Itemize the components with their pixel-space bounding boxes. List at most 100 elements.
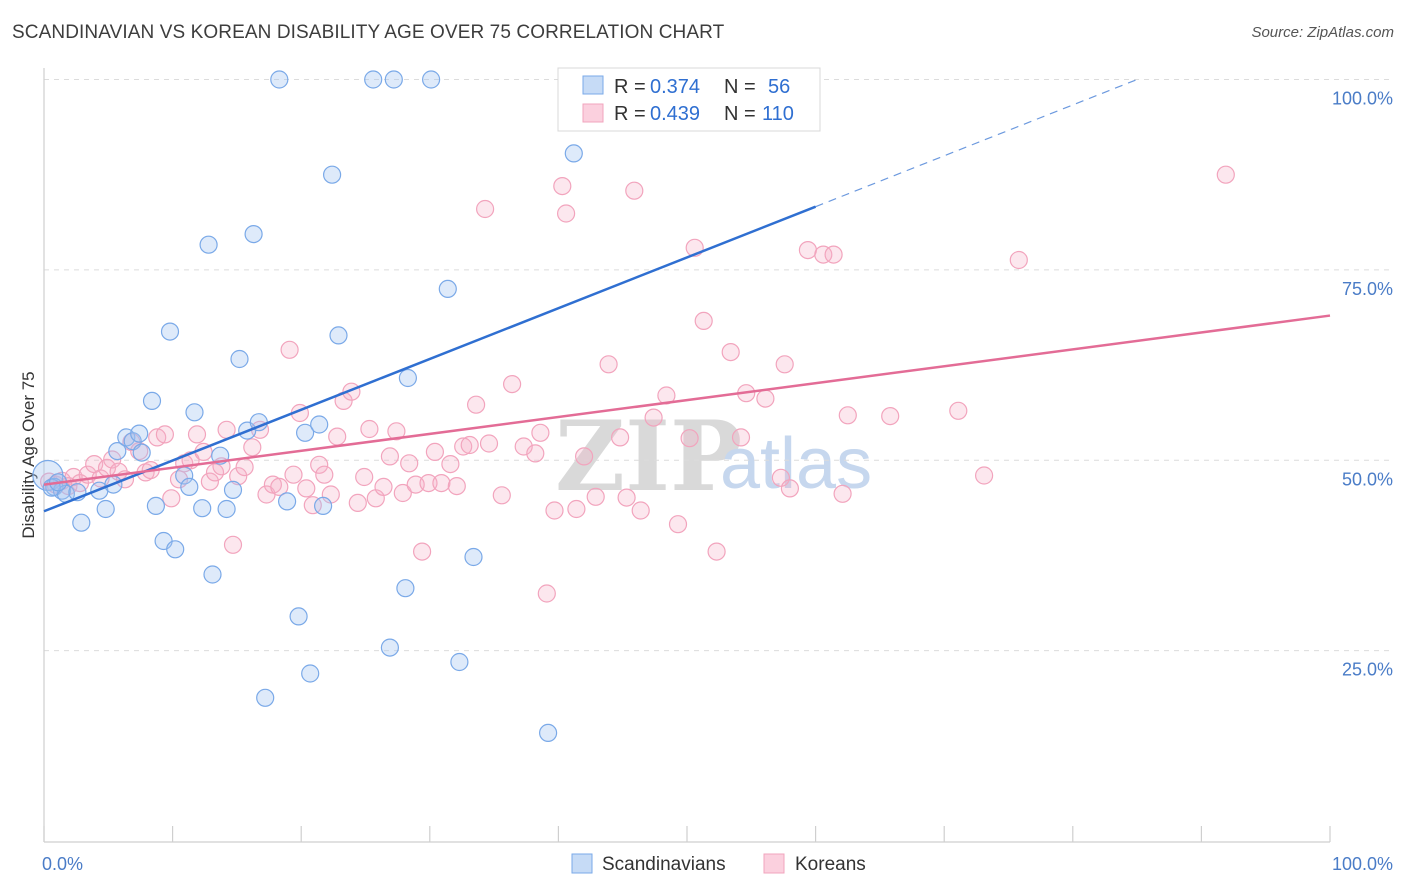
scandinavian-point bbox=[398, 368, 417, 388]
legend-n-value-1: 56 bbox=[768, 76, 790, 98]
scandinavian-point bbox=[564, 144, 583, 163]
bottom-legend-label-scandinavians: Scandinavians bbox=[602, 854, 726, 875]
korean-point bbox=[526, 444, 545, 463]
korean-point bbox=[824, 245, 843, 264]
korean-point bbox=[553, 177, 572, 196]
korean-point bbox=[537, 584, 556, 603]
korean-point bbox=[425, 442, 444, 461]
watermark-atlas: atlas bbox=[720, 424, 872, 504]
trendline-koreans bbox=[43, 314, 1331, 486]
scandinavian-point bbox=[450, 652, 469, 672]
korean-point bbox=[881, 407, 900, 426]
scandinavian-point bbox=[180, 477, 199, 496]
korean-point bbox=[419, 474, 438, 493]
legend-n-label-2: N = bbox=[724, 103, 756, 125]
korean-point bbox=[833, 484, 852, 503]
korean-point bbox=[355, 467, 374, 487]
scandinavian-point bbox=[380, 638, 399, 657]
korean-point bbox=[400, 454, 419, 473]
korean-point bbox=[731, 428, 751, 447]
korean-point bbox=[387, 422, 406, 441]
korean-point bbox=[223, 535, 243, 554]
korean-point bbox=[599, 355, 618, 374]
scandinavian-point bbox=[323, 165, 342, 184]
scandinavian-point bbox=[289, 607, 308, 626]
scandinavian-point bbox=[96, 499, 115, 519]
korean-point bbox=[644, 408, 663, 427]
x-tick-label: 100.0% bbox=[1332, 854, 1393, 874]
scandinavian-point bbox=[301, 664, 320, 683]
scandinavian-point bbox=[146, 496, 165, 515]
chart-title: SCANDINAVIAN VS KOREAN DISABILITY AGE OV… bbox=[12, 22, 725, 43]
y-tick-label: 75.0% bbox=[1342, 279, 1393, 299]
x-tick-label: 0.0% bbox=[42, 854, 83, 874]
korean-point bbox=[798, 241, 818, 260]
legend-r-value-1: 0.374 bbox=[650, 76, 700, 98]
korean-point bbox=[432, 474, 451, 493]
correlation-legend: R = 0.374 N = 56 R = 0.439 N = 110 bbox=[557, 67, 821, 132]
watermark-zip: ZIP bbox=[555, 400, 742, 513]
scandinavian-point bbox=[193, 499, 212, 518]
series-legend: Scandinavians Koreans bbox=[571, 853, 866, 875]
trendlines bbox=[43, 78, 1331, 513]
legend-swatch-scandinavians bbox=[582, 75, 604, 95]
korean-point bbox=[586, 487, 605, 506]
scandinavian-point bbox=[256, 688, 275, 707]
korean-point bbox=[631, 501, 650, 520]
scandinavian-point bbox=[270, 70, 289, 89]
trendline-scandinavians-extension bbox=[815, 78, 1138, 208]
korean-point bbox=[531, 423, 550, 442]
scandinavian-point bbox=[199, 235, 218, 254]
korean-point bbox=[574, 447, 594, 466]
korean-point bbox=[625, 181, 644, 200]
scandinavian-point bbox=[130, 424, 149, 443]
y-tick-labels: 25.0% 50.0% 75.0% 100.0% bbox=[1332, 89, 1393, 680]
korean-point bbox=[413, 542, 432, 561]
watermark: ZIP atlas bbox=[555, 400, 872, 513]
y-tick-label: 50.0% bbox=[1342, 469, 1393, 489]
korean-point bbox=[476, 199, 495, 219]
axes bbox=[43, 68, 1331, 843]
korean-point bbox=[514, 437, 533, 456]
korean-point bbox=[479, 434, 499, 453]
scandinavian-point bbox=[422, 70, 441, 89]
korean-point bbox=[680, 429, 699, 448]
korean-point bbox=[454, 437, 473, 456]
legend-n-label-1: N = bbox=[724, 76, 756, 98]
y-tick-label: 100.0% bbox=[1332, 89, 1393, 109]
korean-point bbox=[694, 311, 713, 330]
x-tick-labels: 0.0% 100.0% bbox=[42, 854, 1393, 874]
korean-point bbox=[229, 467, 248, 486]
korean-point bbox=[721, 343, 740, 362]
korean-point bbox=[492, 486, 511, 505]
legend-r-label-2: R = bbox=[614, 103, 646, 125]
scandinavian-point bbox=[203, 565, 222, 584]
korean-point bbox=[303, 496, 322, 515]
trendline-scandinavians bbox=[43, 205, 817, 513]
scandinavian-point bbox=[296, 423, 315, 442]
scandinavian-point bbox=[464, 547, 483, 567]
korean-point bbox=[393, 483, 412, 503]
korean-point bbox=[162, 489, 181, 508]
scandinavian-point bbox=[142, 391, 162, 410]
korean-point bbox=[270, 477, 289, 496]
scandinavian-point bbox=[310, 415, 329, 434]
korean-point bbox=[780, 479, 800, 498]
scandinavian-point bbox=[185, 403, 204, 422]
korean-point bbox=[617, 488, 636, 507]
chart-source: Source: ZipAtlas.com bbox=[1251, 24, 1394, 41]
korean-point bbox=[949, 401, 968, 420]
korean-point bbox=[775, 355, 794, 374]
korean-point bbox=[380, 447, 399, 466]
korean-point bbox=[838, 406, 857, 425]
scandinavian-point bbox=[384, 70, 403, 89]
bottom-legend-label-koreans: Koreans bbox=[795, 854, 866, 875]
korean-point bbox=[1216, 165, 1235, 184]
korean-point bbox=[460, 435, 479, 455]
korean-point bbox=[502, 375, 522, 394]
korean-point bbox=[310, 455, 329, 474]
korean-point bbox=[187, 425, 207, 444]
korean-point bbox=[447, 477, 466, 496]
scandinavian-point bbox=[72, 513, 91, 532]
